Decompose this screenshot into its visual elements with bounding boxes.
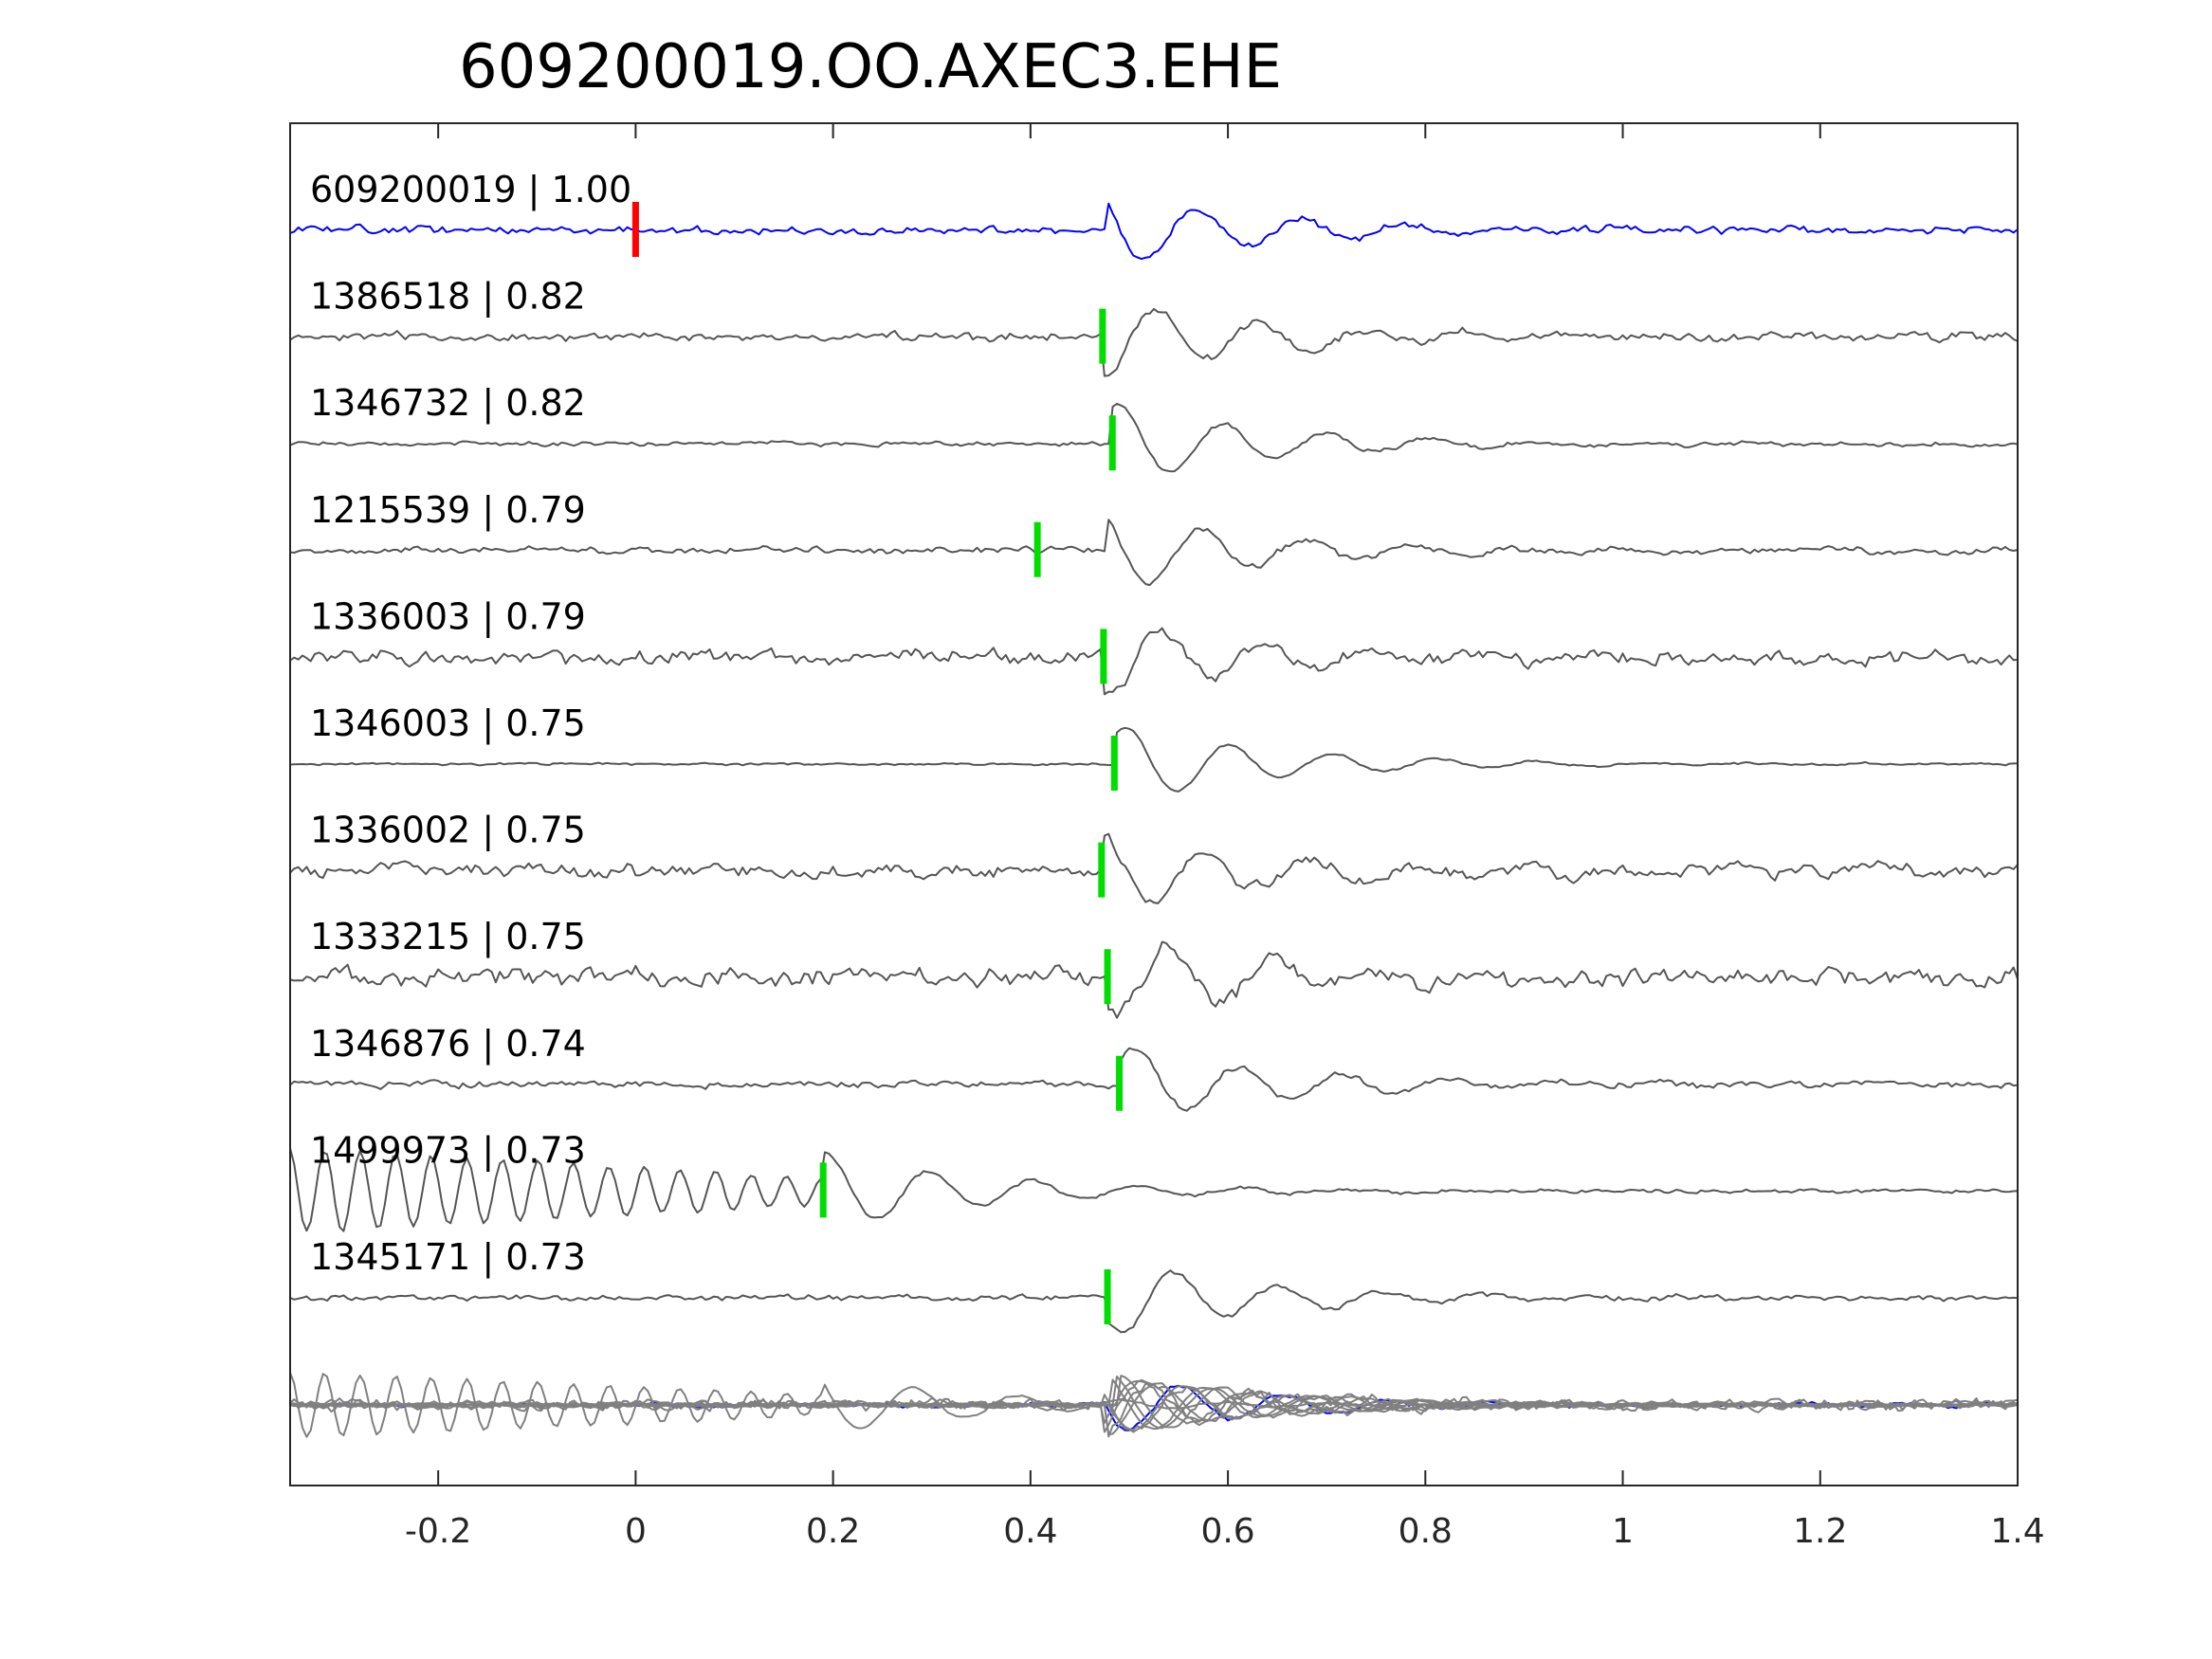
x-tick-label-8: 1.4	[1990, 1512, 2044, 1551]
pick-markers-layer	[631, 202, 1124, 1324]
chart-title: 609200019.OO.AXEC3.EHE	[459, 32, 1282, 102]
x-tick-label-6: 1	[1612, 1512, 1634, 1551]
trace-line-5	[289, 726, 2019, 793]
x-tick-label-7: 1.2	[1793, 1512, 1847, 1551]
x-tick-label-2: 0.2	[806, 1512, 860, 1551]
trace-label-9: 1499973 | 0.73	[310, 1129, 586, 1172]
x-tick-label-1: 0	[625, 1512, 647, 1551]
trace-label-2: 1346732 | 0.82	[310, 382, 586, 425]
trace-label-0: 609200019 | 1.00	[310, 169, 631, 211]
trace-line-1	[289, 307, 2019, 377]
x-tick-label-0: -0.2	[405, 1512, 471, 1551]
trace-label-6: 1336002 | 0.75	[310, 810, 586, 852]
x-tick-label-4: 0.6	[1200, 1512, 1254, 1551]
x-tick-label-3: 0.4	[1003, 1512, 1057, 1551]
trace-label-7: 1333215 | 0.75	[310, 916, 586, 958]
trace-line-10	[289, 1269, 2019, 1334]
trace-line-6	[289, 832, 2019, 904]
traces-layer	[289, 202, 2019, 1334]
trace-line-3	[289, 519, 2019, 587]
trace-line-7	[289, 940, 2019, 1019]
stack-trace-9	[289, 1372, 2019, 1438]
stacked-overlay-layer	[289, 1372, 2019, 1438]
trace-labels-layer: 609200019 | 1.00 1386518 | 0.82 1346732 | …	[310, 169, 631, 1279]
trace-label-5: 1346003 | 0.75	[310, 702, 586, 745]
stack-trace-10	[289, 1382, 2019, 1436]
trace-line-9	[289, 1148, 2019, 1232]
trace-label-4: 1336003 | 0.79	[310, 595, 586, 638]
trace-line-8	[289, 1047, 2019, 1112]
trace-label-8: 1346876 | 0.74	[310, 1023, 586, 1066]
x-tick-label-5: 0.8	[1398, 1512, 1453, 1551]
trace-line-0	[289, 202, 2019, 261]
axes-frame	[289, 122, 2019, 1486]
x-axis-ticks: -0.2 0 0.2 0.4 0.6 0.8 1 1.2 1.4	[405, 123, 2045, 1551]
trace-line-4	[289, 627, 2019, 696]
trace-line-2	[289, 402, 2019, 473]
trace-label-1: 1386518 | 0.82	[310, 276, 586, 319]
trace-label-3: 1215539 | 0.79	[310, 489, 586, 532]
trace-label-10: 1345171 | 0.73	[310, 1236, 586, 1279]
